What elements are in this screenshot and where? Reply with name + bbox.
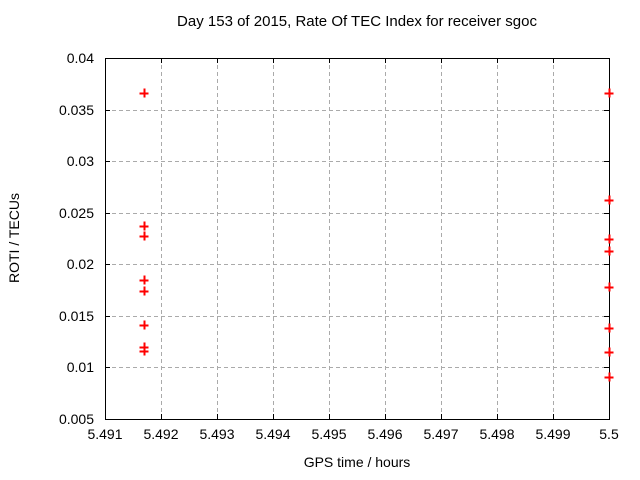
y-tick-label: 0.035 — [58, 101, 94, 118]
x-tick-label: 5.493 — [199, 426, 235, 442]
chart-title: Day 153 of 2015, Rate Of TEC Index for r… — [177, 13, 537, 30]
y-tick-label: 0.025 — [58, 204, 94, 221]
x-tick-label: 5.494 — [255, 426, 291, 442]
x-tick-label: 5.498 — [479, 426, 515, 442]
x-tick-label: 5.496 — [367, 426, 403, 442]
y-tick-label: 0.03 — [66, 153, 94, 170]
x-tick-label: 5.495 — [311, 426, 347, 442]
x-tick-label: 5.492 — [143, 426, 179, 442]
plot-border — [105, 58, 610, 420]
x-tick-label: 5.5 — [599, 426, 619, 442]
y-tick-label: 0.02 — [66, 256, 94, 273]
y-tick-label: 0.015 — [58, 307, 94, 324]
x-tick-label: 5.499 — [535, 426, 571, 442]
y-tick-label: 0.04 — [66, 50, 94, 66]
y-tick-label: 0.005 — [58, 411, 94, 427]
y-tick-label: 0.01 — [66, 359, 94, 376]
x-tick-label: 5.491 — [87, 426, 123, 442]
x-axis-label: GPS time / hours — [303, 454, 411, 470]
x-tick-label: 5.497 — [423, 426, 459, 442]
